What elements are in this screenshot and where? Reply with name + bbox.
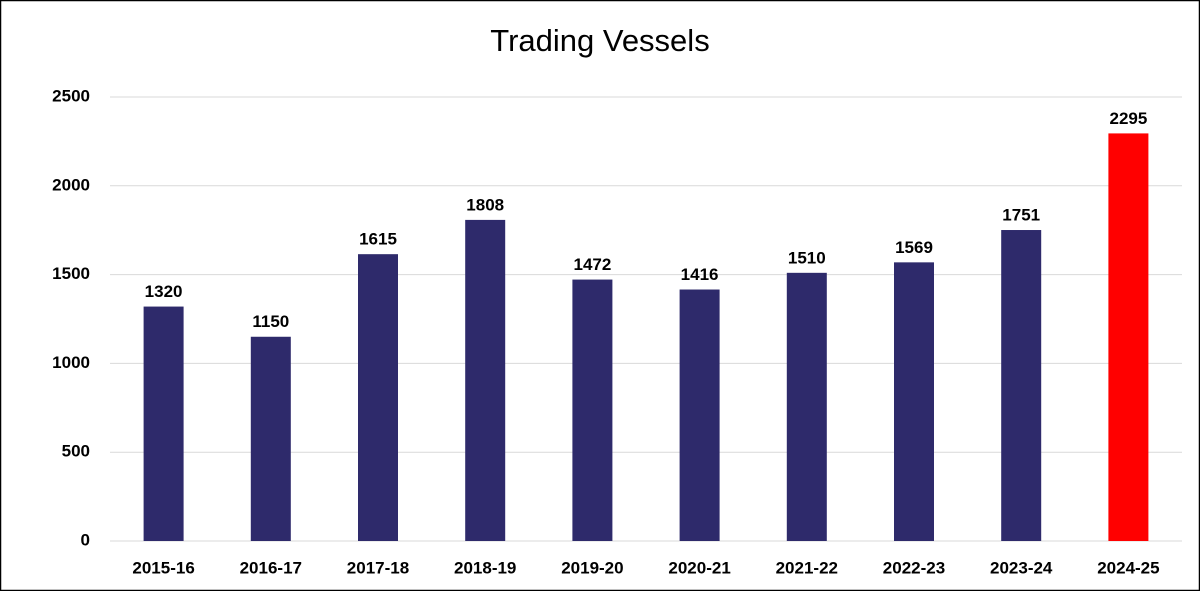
data-label: 1510 [788, 248, 826, 267]
x-tick-label: 2015-16 [132, 558, 194, 577]
bar [894, 262, 934, 541]
data-label: 1569 [895, 238, 933, 257]
x-tick-label: 2017-18 [347, 558, 409, 577]
x-tick-label: 2016-17 [240, 558, 302, 577]
bar [1001, 230, 1042, 541]
x-tick-label: 2021-22 [776, 558, 838, 577]
data-label: 1808 [466, 195, 504, 214]
bar [572, 279, 613, 541]
data-label: 1615 [359, 230, 397, 249]
data-label: 1472 [573, 255, 611, 274]
y-tick-label: 0 [81, 530, 90, 549]
y-tick-label: 2000 [52, 175, 90, 194]
data-label: 2295 [1109, 109, 1147, 128]
x-tick-label: 2019-20 [561, 558, 623, 577]
x-tick-label: 2018-19 [454, 558, 516, 577]
bar [465, 219, 506, 541]
chart-title: Trading Vessels [490, 23, 709, 58]
bar [250, 336, 291, 541]
y-tick-label: 1000 [52, 353, 90, 372]
bar [143, 306, 184, 541]
x-tick-label: 2024-25 [1097, 558, 1159, 577]
bar [679, 289, 720, 541]
y-tick-label: 500 [62, 442, 90, 461]
x-tick-label: 2020-21 [668, 558, 730, 577]
data-label: 1150 [252, 312, 289, 331]
x-tick-label: 2022-23 [883, 558, 945, 577]
bar [1108, 133, 1149, 541]
data-label: 1751 [1002, 206, 1040, 225]
bar [358, 254, 398, 541]
y-tick-label: 2500 [52, 86, 90, 105]
data-label: 1320 [145, 282, 183, 301]
data-label: 1416 [681, 265, 719, 284]
x-tick-label: 2023-24 [990, 558, 1053, 577]
bar [786, 272, 827, 541]
y-tick-label: 1500 [52, 264, 90, 283]
